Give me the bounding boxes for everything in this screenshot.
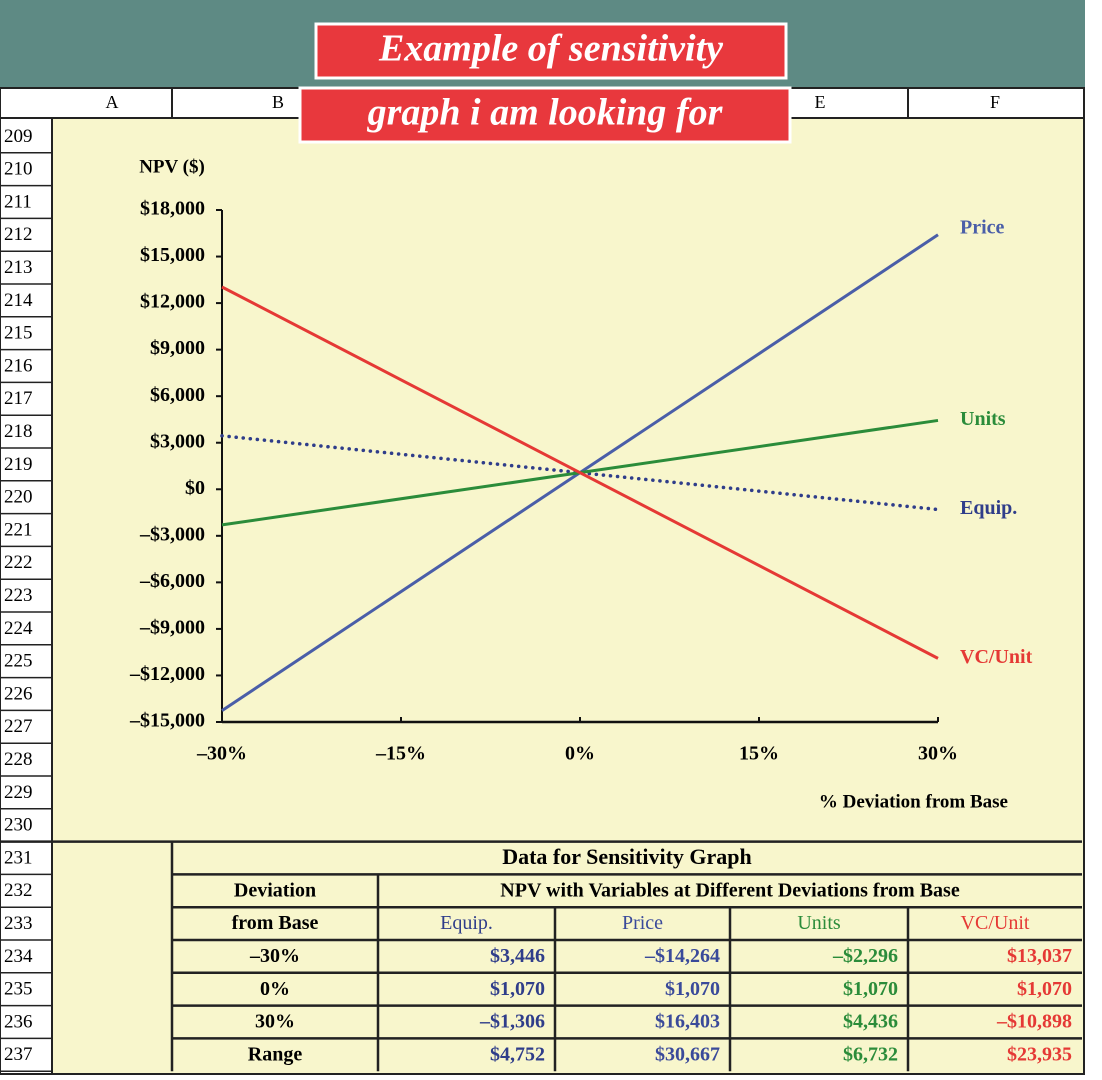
- table-header: NPV with Variables at Different Deviatio…: [500, 879, 960, 901]
- table-cell: –$1,306: [479, 1011, 545, 1033]
- row-number: 215: [4, 323, 33, 344]
- row-number: 212: [4, 224, 33, 245]
- column-header: E: [815, 92, 826, 112]
- table-cell: 0%: [260, 978, 290, 1000]
- table-cell: $1,070: [1017, 978, 1072, 1000]
- series-label: VC/Unit: [960, 646, 1033, 668]
- table-header: from Base: [232, 912, 319, 934]
- table-cell: $13,037: [1007, 945, 1072, 967]
- table-cell: $1,070: [490, 978, 545, 1000]
- y-axis-title: NPV ($): [139, 156, 205, 177]
- sheet: [0, 87, 1085, 1075]
- table-cell: 30%: [255, 1011, 295, 1033]
- row-number: 209: [4, 126, 33, 147]
- y-tick-label: $6,000: [150, 384, 205, 406]
- row-number: 216: [4, 355, 33, 376]
- table-cell: –$10,898: [996, 1011, 1072, 1033]
- row-header-column: [0, 117, 53, 1075]
- row-number: 210: [4, 159, 33, 180]
- x-tick-label: 0%: [565, 743, 595, 765]
- banner: Example of sensitivity graph i am lookin…: [298, 22, 792, 144]
- table-cell: –$14,264: [644, 945, 720, 967]
- banner-text: graph i am looking for: [367, 92, 724, 134]
- row-number: 214: [4, 290, 33, 311]
- row-number: 225: [4, 651, 33, 672]
- row-number: 213: [4, 257, 33, 278]
- banner-box: [298, 86, 792, 144]
- table-header: Deviation: [234, 879, 316, 901]
- row-number: 227: [4, 716, 33, 737]
- x-tick-label: –30%: [196, 743, 247, 765]
- table-cell: –30%: [249, 945, 300, 967]
- x-tick-label: 15%: [739, 743, 779, 765]
- table-cell: $23,935: [1007, 1043, 1072, 1065]
- row-number: 228: [4, 749, 33, 770]
- row-number: 222: [4, 552, 33, 573]
- table-cell: $30,667: [655, 1043, 720, 1065]
- row-number: 232: [4, 880, 33, 901]
- banner-text: Example of sensitivity: [378, 28, 723, 70]
- series-label: Price: [960, 216, 1005, 238]
- row-number: 217: [4, 388, 33, 409]
- table-cell: $4,752: [490, 1043, 545, 1065]
- row-number: 231: [4, 847, 33, 868]
- row-number: 234: [4, 946, 33, 967]
- row-number: 230: [4, 815, 33, 836]
- column-header: F: [990, 92, 1000, 112]
- y-tick-label: $15,000: [140, 244, 205, 266]
- table-cell: –$2,296: [832, 945, 898, 967]
- x-axis-title: % Deviation from Base: [819, 791, 1008, 812]
- y-tick-label: $3,000: [150, 430, 205, 452]
- row-number: 224: [4, 618, 33, 639]
- table-cell: $6,732: [843, 1043, 898, 1065]
- y-tick-label: –$15,000: [129, 710, 205, 732]
- table-title: Data for Sensitivity Graph: [502, 844, 752, 869]
- row-number: 237: [4, 1044, 33, 1065]
- y-tick-label: $18,000: [140, 198, 205, 220]
- row-number: 235: [4, 979, 33, 1000]
- series-label: Equip.: [960, 497, 1017, 519]
- y-tick-label: $12,000: [140, 291, 205, 313]
- y-tick-label: –$6,000: [139, 570, 205, 592]
- series-line: [221, 285, 939, 660]
- row-number: 220: [4, 487, 33, 508]
- y-tick-label: $0: [185, 477, 205, 499]
- y-tick-label: –$3,000: [139, 523, 205, 545]
- row-number: 221: [4, 519, 33, 540]
- row-number: 229: [4, 782, 33, 803]
- row-number: 233: [4, 913, 33, 934]
- table-cell: $3,446: [490, 945, 545, 967]
- banner-box: [314, 22, 788, 80]
- row-number: 219: [4, 454, 33, 475]
- table-column-header: Units: [797, 912, 841, 934]
- table-column-header: Price: [622, 912, 663, 934]
- y-tick-label: –$9,000: [139, 617, 205, 639]
- series-line: [220, 434, 940, 512]
- x-tick-label: 30%: [918, 743, 958, 765]
- row-number: 218: [4, 421, 33, 442]
- table-cell: $1,070: [665, 978, 720, 1000]
- table-cell: $4,436: [843, 1011, 898, 1033]
- row-number: 211: [4, 191, 32, 212]
- y-tick-label: $9,000: [150, 337, 205, 359]
- table-column-header: VC/Unit: [961, 912, 1030, 934]
- y-tick-label: –$12,000: [129, 663, 205, 685]
- table-cell: $1,070: [843, 978, 898, 1000]
- row-number: 226: [4, 683, 33, 704]
- column-header: A: [106, 92, 119, 112]
- row-number: 223: [4, 585, 33, 606]
- table-cell: Range: [248, 1043, 303, 1065]
- table-cell: $16,403: [655, 1011, 720, 1033]
- column-header: B: [272, 92, 284, 112]
- table-column-header: Equip.: [440, 912, 493, 934]
- series-label: Units: [960, 408, 1006, 430]
- x-tick-label: –15%: [375, 743, 426, 765]
- row-number: 236: [4, 1011, 33, 1032]
